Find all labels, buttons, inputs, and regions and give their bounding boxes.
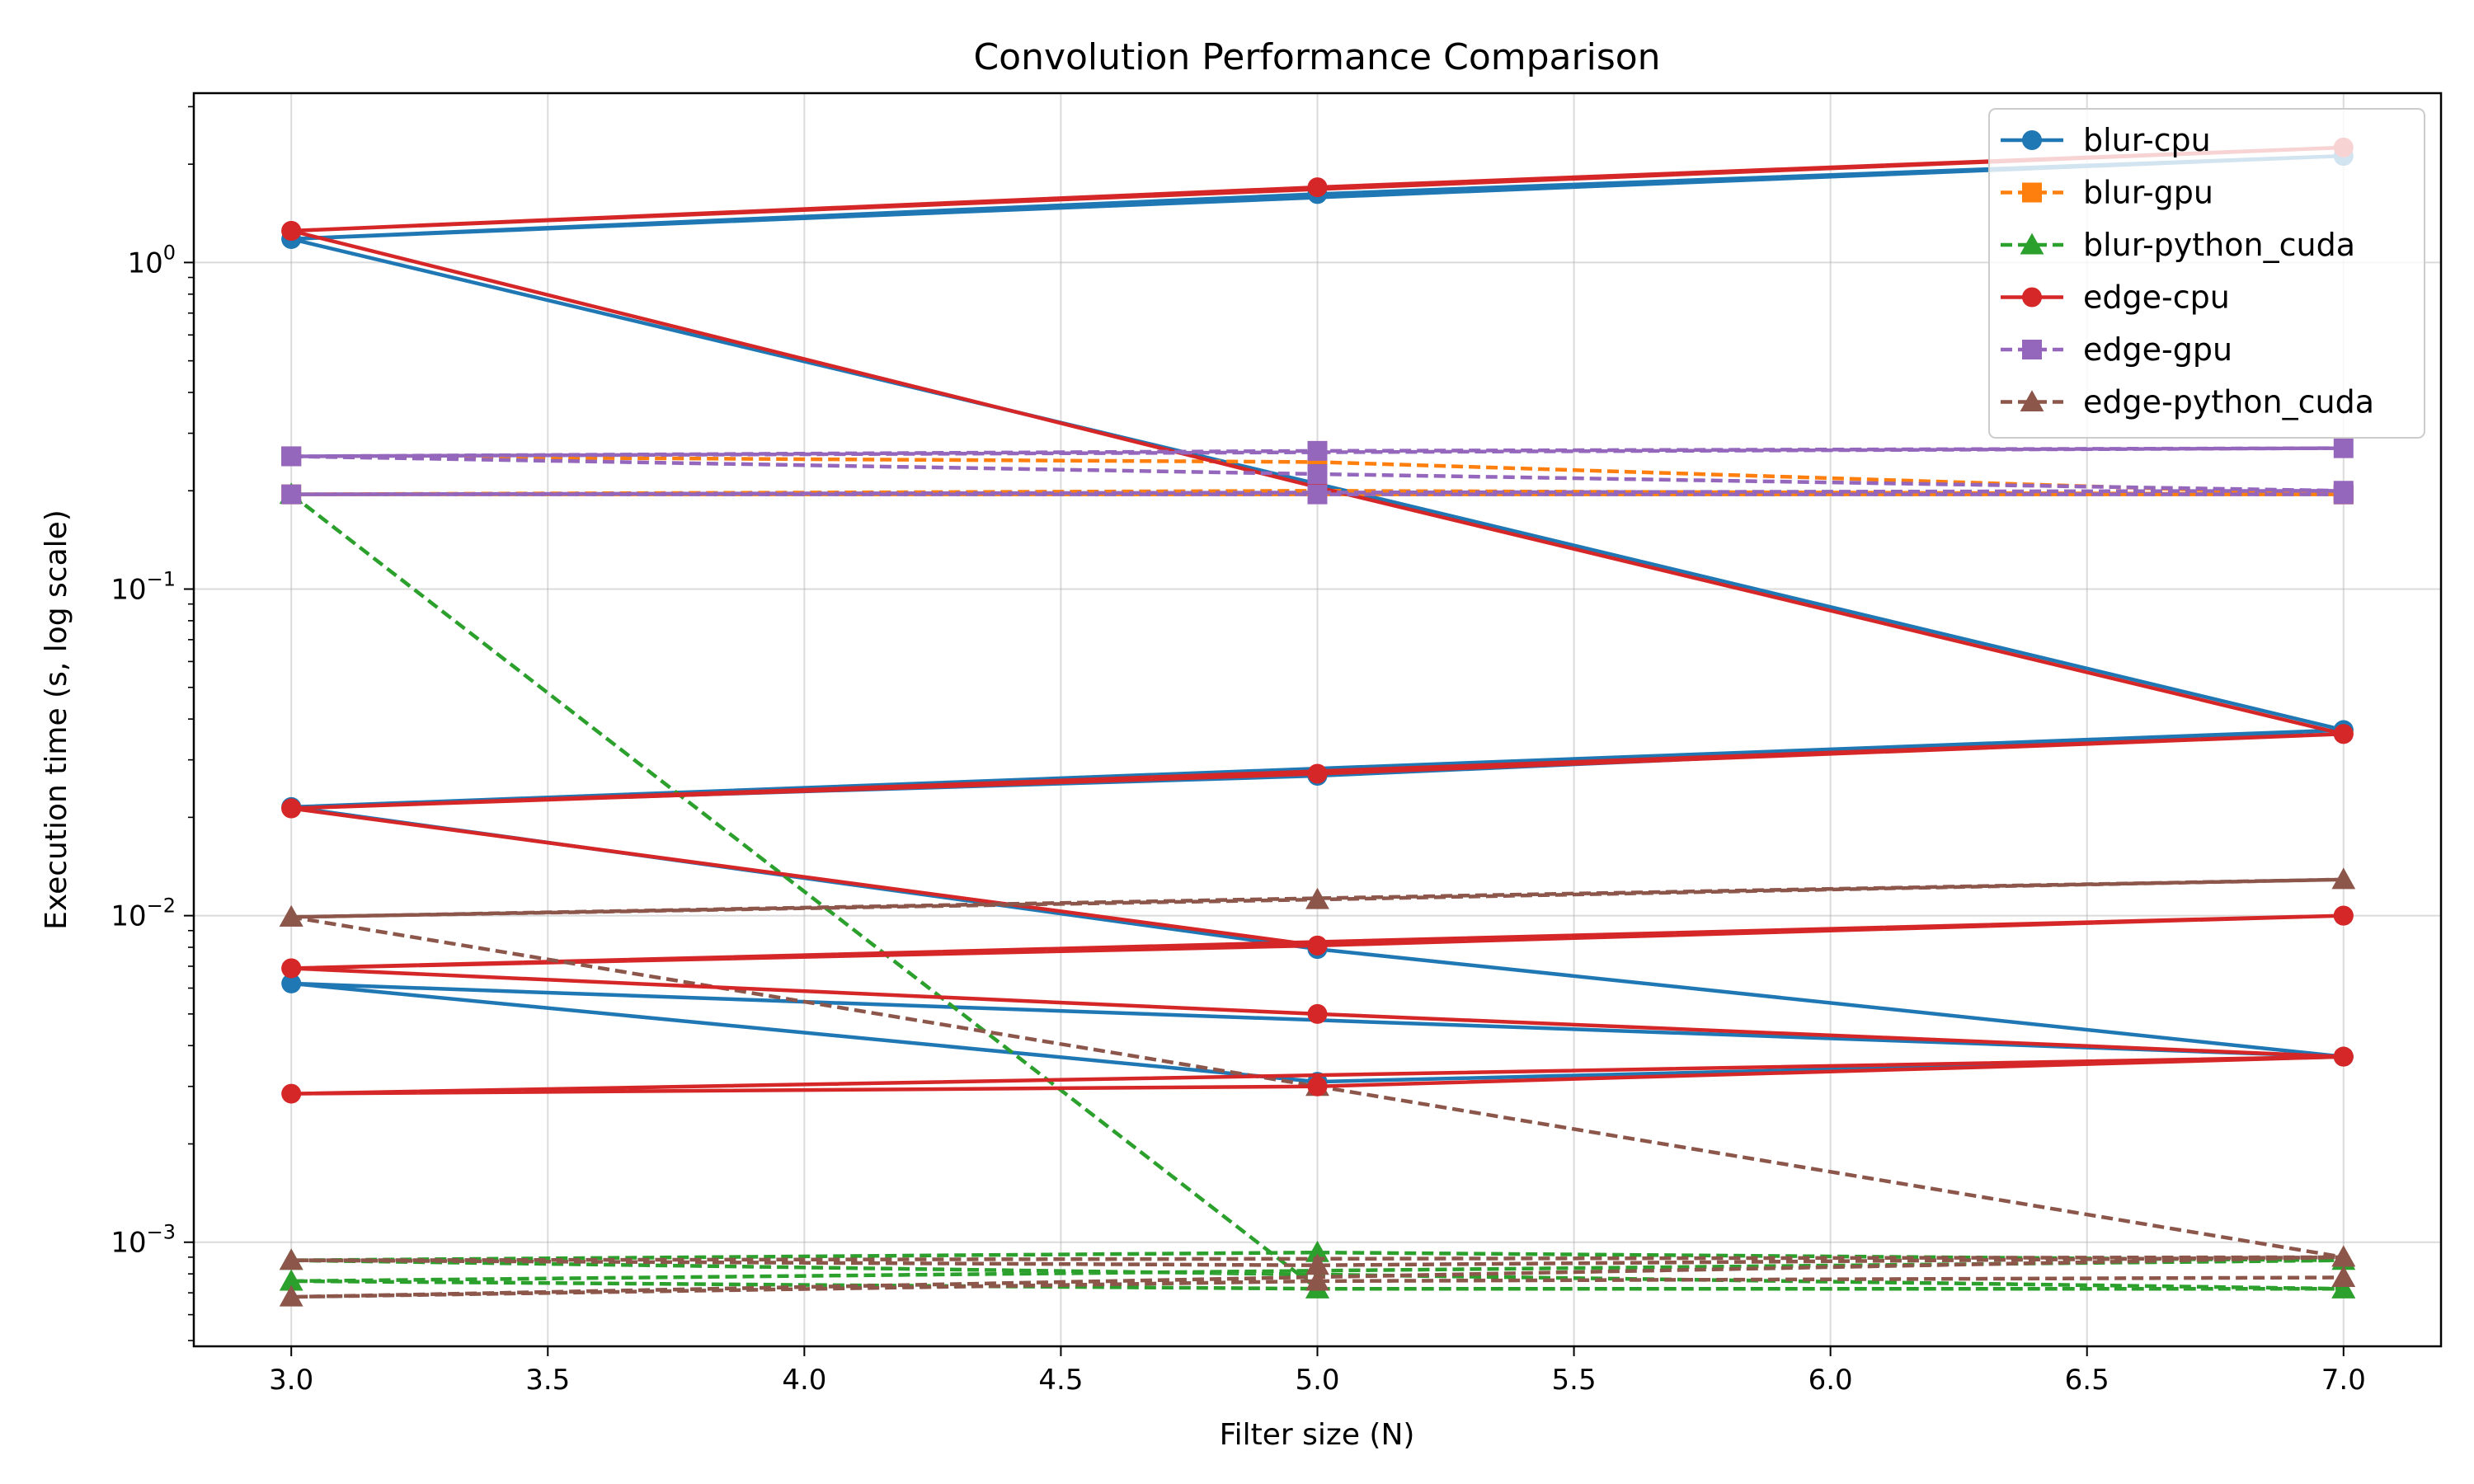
data-point xyxy=(281,484,302,505)
data-point xyxy=(279,1248,303,1270)
data-point xyxy=(1307,177,1328,198)
data-point xyxy=(2333,724,2354,744)
axes: 3.0 3.5 4.0 4.5 5.0 5.5 6.0 6.5 7.0 10−3 10−2 10−1 1… xyxy=(111,106,2366,1397)
legend-label: blur-cpu xyxy=(2083,122,2211,158)
data-point xyxy=(1305,1240,1329,1262)
x-tick-label: 4.0 xyxy=(782,1364,826,1397)
chart-title: Convolution Performance Comparison xyxy=(973,36,1660,78)
data-point xyxy=(2333,905,2354,926)
legend-label: edge-python_cuda xyxy=(2083,384,2374,420)
data-point xyxy=(1307,1076,1328,1097)
data-point xyxy=(2333,438,2354,458)
x-tick-label: 6.5 xyxy=(2065,1364,2109,1397)
data-point xyxy=(281,221,302,242)
legend-label: edge-cpu xyxy=(2083,279,2230,316)
data-point xyxy=(1305,887,1329,909)
legend-marker xyxy=(2020,390,2044,412)
series-extra-6 xyxy=(281,958,2354,1104)
data-point xyxy=(1307,763,1328,784)
data-point xyxy=(281,798,302,819)
legend-item: edge-gpu xyxy=(2001,331,2232,368)
legend-item: blur-gpu xyxy=(2001,175,2213,211)
data-point xyxy=(2333,1046,2354,1067)
x-tick-label: 4.5 xyxy=(1038,1364,1083,1397)
data-point xyxy=(281,446,302,467)
x-tick-label: 5.5 xyxy=(1552,1364,1597,1397)
legend-item: blur-cpu xyxy=(2001,122,2211,158)
data-point xyxy=(1305,1253,1329,1275)
data-point xyxy=(2331,1266,2356,1287)
x-tick-label: 5.0 xyxy=(1295,1364,1339,1397)
data-point xyxy=(1307,464,1328,485)
legend-label: edge-gpu xyxy=(2083,331,2232,368)
data-point xyxy=(2331,1245,2356,1267)
legend-marker xyxy=(2022,130,2042,150)
x-tick-label: 3.0 xyxy=(269,1364,313,1397)
data-point xyxy=(281,973,302,993)
x-axis-label: Filter size (N) xyxy=(1220,1418,1415,1452)
series-line xyxy=(289,454,2346,496)
data-point xyxy=(1307,1003,1328,1024)
y-tick-label: 100 xyxy=(127,241,176,279)
x-tick-label: 7.0 xyxy=(2321,1364,2366,1397)
data-point xyxy=(1305,1269,1329,1291)
y-tick-label: 10−2 xyxy=(111,895,176,933)
data-point xyxy=(281,958,302,979)
y-tick-label: 10−3 xyxy=(111,1221,176,1260)
data-point xyxy=(2331,1276,2356,1298)
series-line xyxy=(289,966,2346,1096)
legend-marker xyxy=(2022,287,2042,308)
legend-box xyxy=(1988,108,2425,439)
data-point xyxy=(1307,440,1328,461)
series-edge-gpu xyxy=(281,438,2354,505)
data-point xyxy=(1307,935,1328,956)
legend: blur-cpu blur-gpu blur-python_cuda edge-cpu… xyxy=(1988,108,2425,439)
x-tick-label: 3.5 xyxy=(525,1364,570,1397)
legend-item: blur-python_cuda xyxy=(2001,227,2355,263)
data-point xyxy=(2333,484,2354,505)
y-axis-label: Execution time (s, log scale) xyxy=(40,510,73,930)
data-point xyxy=(279,1269,303,1291)
legend-item: edge-cpu xyxy=(2001,279,2230,316)
data-point xyxy=(1307,484,1328,505)
x-tick-label: 6.0 xyxy=(1808,1364,1853,1397)
y-tick-label: 10−1 xyxy=(111,568,176,607)
data-point xyxy=(281,1083,302,1104)
legend-label: blur-python_cuda xyxy=(2083,227,2355,263)
legend-marker xyxy=(2020,232,2044,255)
legend-marker xyxy=(2022,182,2042,203)
data-point xyxy=(2331,867,2356,890)
legend-marker xyxy=(2022,340,2042,359)
legend-label: blur-gpu xyxy=(2083,175,2213,211)
data-point xyxy=(279,1284,303,1307)
data-point xyxy=(279,904,303,927)
legend-item: edge-python_cuda xyxy=(2001,384,2374,420)
